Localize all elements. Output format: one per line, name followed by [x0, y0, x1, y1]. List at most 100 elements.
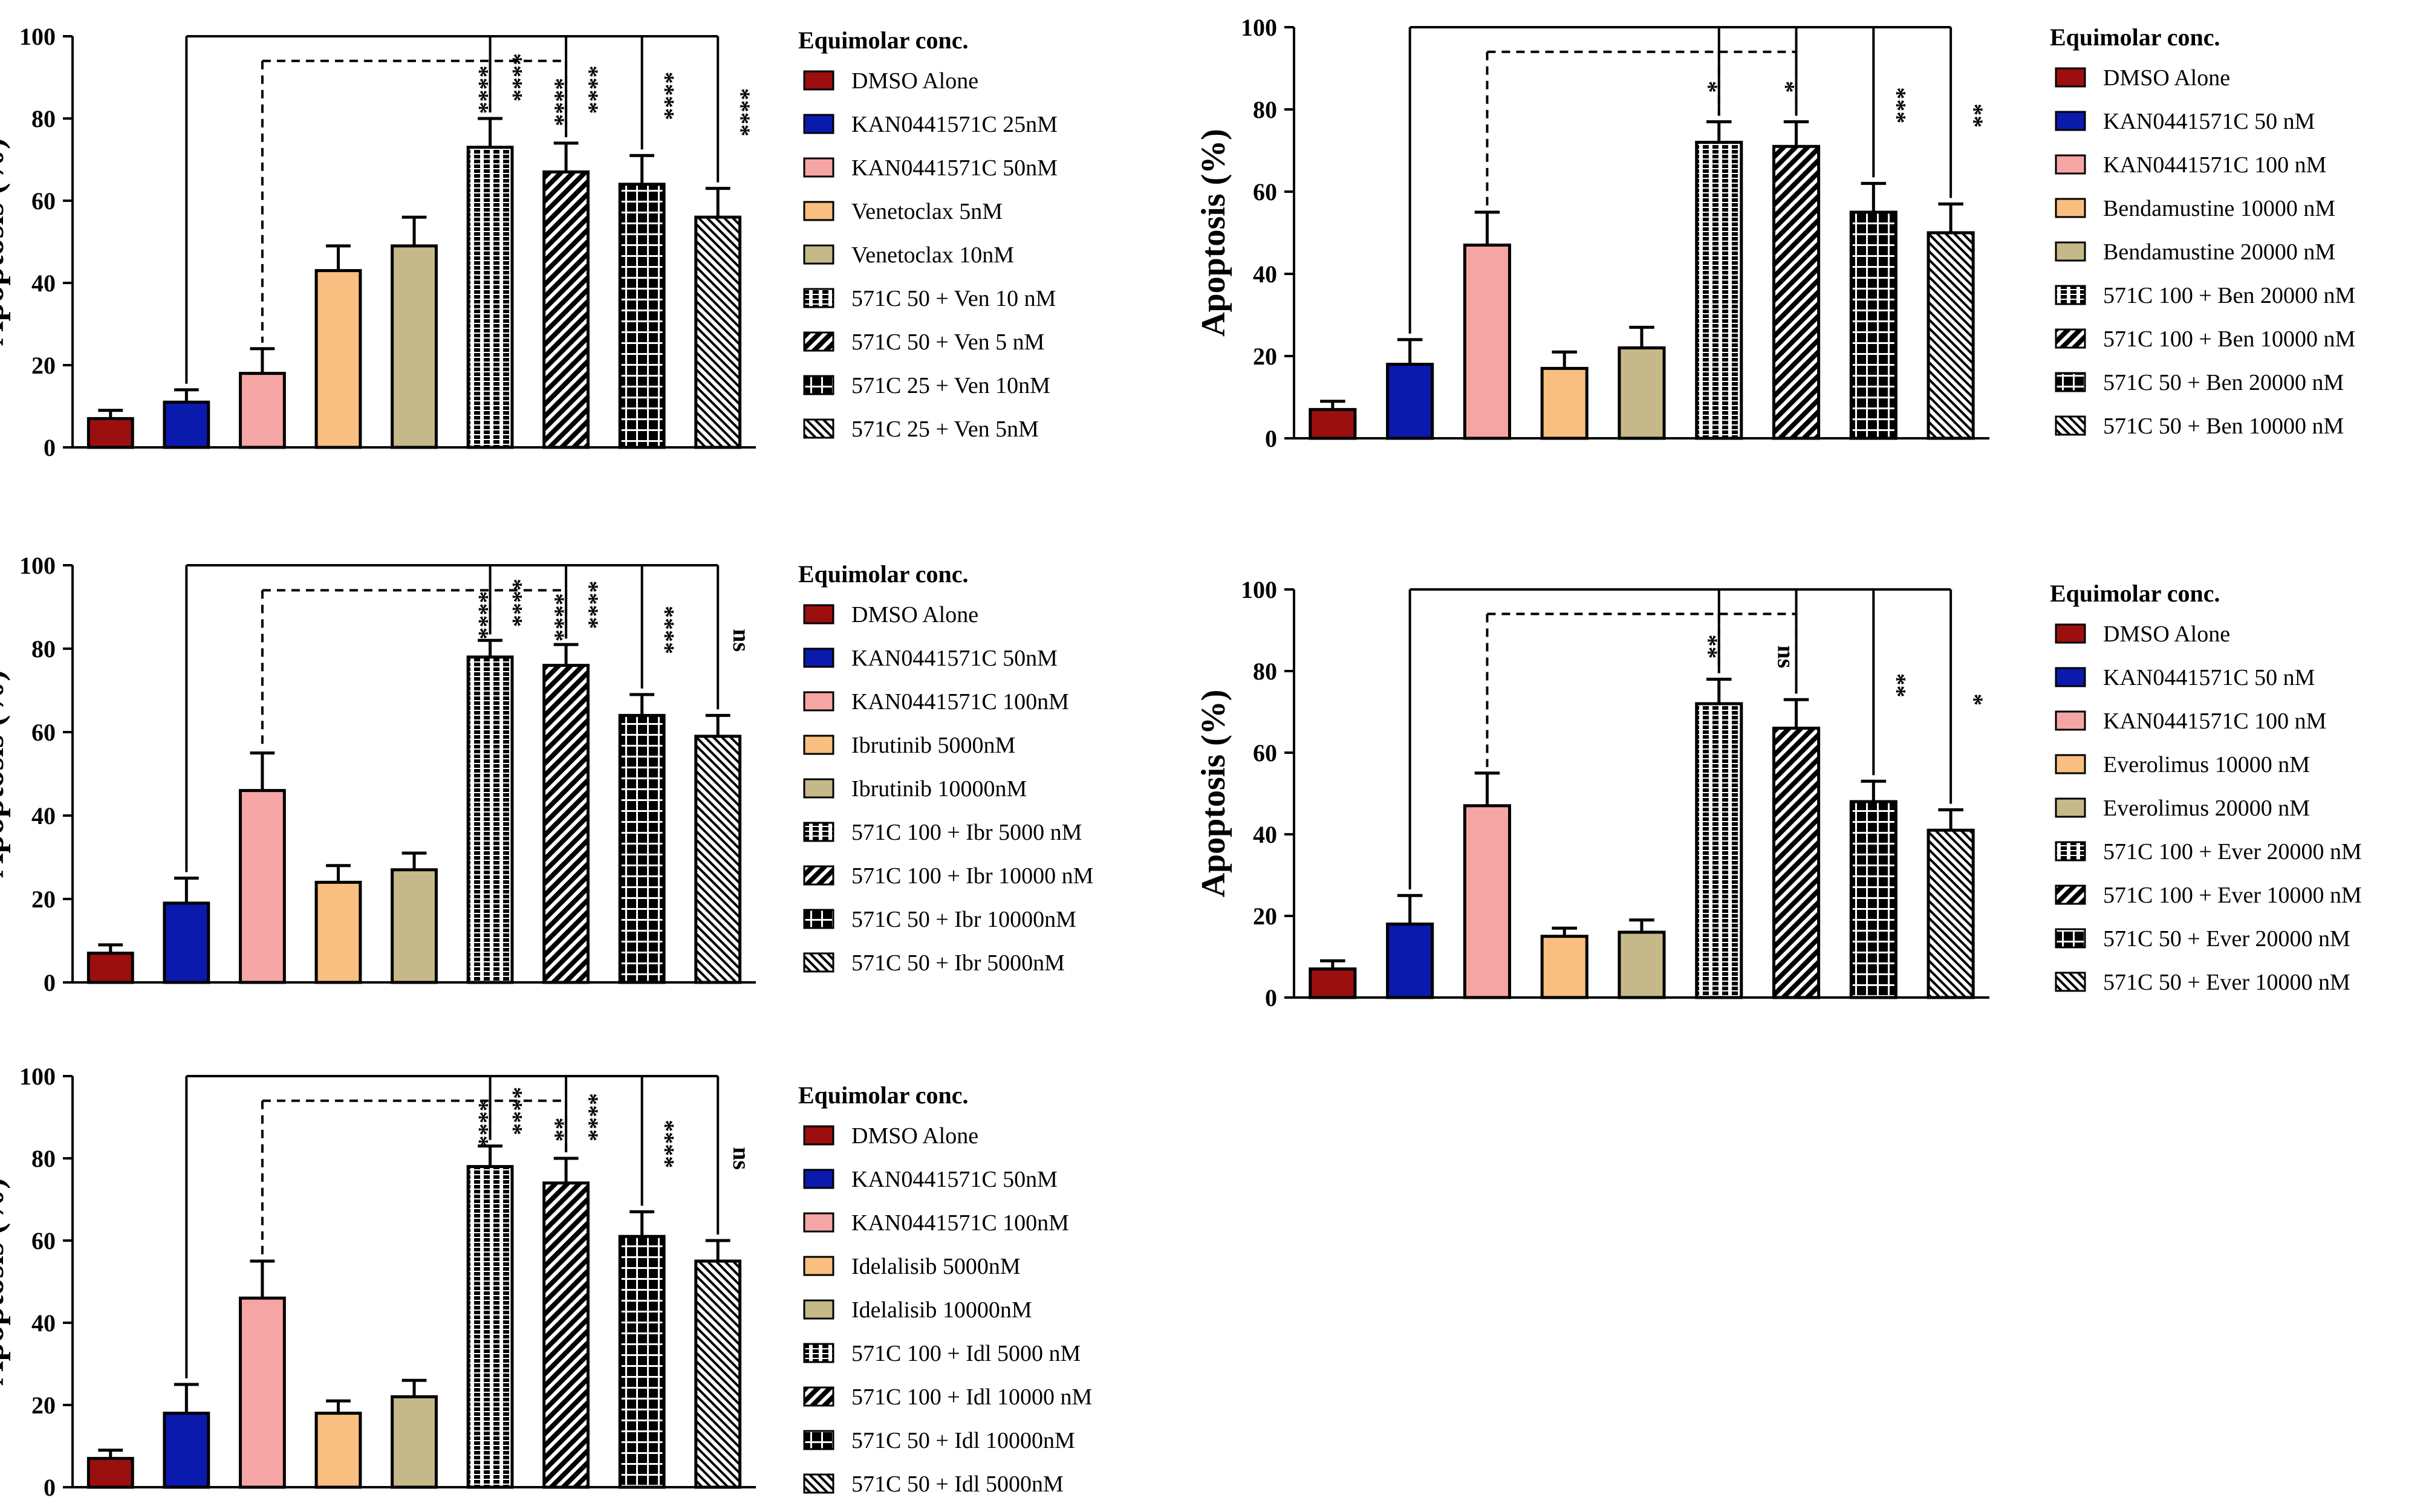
bar-4	[314, 269, 362, 449]
bar-7	[542, 1181, 590, 1489]
bar-1	[1309, 967, 1357, 999]
y-tick-label: 40	[1253, 261, 1277, 288]
legend-swatch	[803, 201, 834, 221]
legend-label: KAN0441571C 50nM	[851, 155, 1058, 181]
bar-4	[314, 1412, 362, 1489]
bar-8	[618, 183, 666, 449]
legend-title: Equimolar conc.	[2050, 24, 2220, 51]
legend-swatch	[2055, 623, 2086, 644]
y-tick-label: 20	[1253, 903, 1277, 930]
legend-label: DMSO Alone	[851, 68, 978, 94]
bar-2	[1386, 923, 1434, 999]
legend-swatch	[2055, 415, 2086, 436]
bar-7	[542, 664, 590, 984]
significance-label: ****	[728, 88, 755, 137]
legend-label: 571C 100 + Ibr 10000 nM	[851, 863, 1093, 889]
y-tick-label: 0	[44, 1474, 56, 1501]
y-tick-label: 60	[31, 719, 56, 746]
legend-label: 571C 100 + Ibr 5000 nM	[851, 820, 1082, 845]
legend-label: 571C 50 + Idl 5000nM	[851, 1471, 1064, 1497]
y-axis-label: Apoptosis (%)	[1195, 690, 1232, 898]
legend-label: 571C 25 + Ven 10nM	[851, 373, 1050, 398]
bar-6	[466, 655, 514, 984]
legend-swatch	[803, 114, 834, 134]
legend-title: Equimolar conc.	[798, 1082, 969, 1109]
bar-1	[86, 952, 134, 984]
y-axis-label: Apoptosis (%)	[0, 1178, 11, 1386]
y-tick-label: 60	[31, 1227, 56, 1254]
legend-swatch	[803, 1169, 834, 1189]
significance-label: *	[1773, 81, 1800, 93]
legend-label: 571C 50 + Ven 5 nM	[851, 329, 1044, 355]
y-tick-label: 40	[31, 270, 56, 297]
legend-swatch	[2055, 198, 2086, 218]
y-axis-label: Apoptosis (%)	[0, 138, 11, 346]
legend-label: 571C 50 + Idl 10000nM	[851, 1428, 1075, 1453]
y-axis-label: Apoptosis (%)	[1195, 129, 1232, 337]
y-tick-label: 20	[31, 886, 56, 913]
legend-label: 571C 100 + Ben 20000 nM	[2103, 283, 2355, 308]
significance-label: ns	[1773, 645, 1800, 668]
significance-label: ****	[467, 65, 494, 114]
legend-swatch	[2055, 841, 2086, 861]
legend-swatch	[803, 647, 834, 668]
significance-label: *	[1696, 81, 1723, 93]
significance-label: ****	[652, 72, 680, 120]
y-tick-label: 40	[1253, 821, 1277, 848]
significance-label: ****	[501, 1087, 528, 1135]
legend-label: 571C 50 + Ben 10000 nM	[2103, 414, 2344, 439]
significance-label: ns	[728, 1147, 755, 1170]
panel-idelalisib: 0 20 40 60 80 100 Apoptosis (%) **** **** **** ns *…	[0, 1063, 1092, 1501]
bar-6	[466, 146, 514, 449]
bar-8	[618, 713, 666, 984]
significance-label: ****	[501, 579, 528, 627]
bar-7	[1772, 144, 1821, 440]
bar-3	[1463, 243, 1512, 440]
legend-label: Bendamustine 20000 nM	[2103, 239, 2335, 265]
legend-swatch	[2055, 285, 2086, 305]
legend-swatch	[803, 1212, 834, 1233]
y-tick-label: 0	[1265, 425, 1277, 452]
bar-5	[391, 1395, 438, 1489]
legend-label: Idelalisib 5000nM	[851, 1254, 1021, 1279]
legend-swatch	[2055, 372, 2086, 392]
legend-label: DMSO Alone	[2103, 65, 2230, 91]
y-axis-label: Apoptosis (%)	[0, 670, 11, 878]
legend-title: Equimolar conc.	[2050, 580, 2220, 607]
y-tick-label: 100	[19, 1063, 56, 1090]
significance-label: **	[1884, 673, 1911, 698]
legend-label: KAN0441571C 100nM	[851, 689, 1069, 715]
bar-9	[694, 1259, 742, 1489]
bar-5	[391, 868, 438, 984]
legend-label: Ibrutinib 5000nM	[851, 733, 1015, 758]
y-tick-label: 80	[1253, 658, 1277, 685]
y-tick-label: 20	[31, 1392, 56, 1419]
legend-swatch	[803, 1473, 834, 1494]
y-tick-label: 60	[1253, 739, 1277, 767]
bar-6	[466, 1165, 514, 1489]
bar-8	[1849, 210, 1897, 440]
legend-swatch	[803, 331, 834, 352]
bar-5	[391, 244, 438, 449]
legend-label: KAN0441571C 100 nM	[2103, 709, 2326, 734]
significance-label: ****	[576, 65, 603, 114]
bar-2	[163, 901, 210, 984]
y-tick-label: 100	[19, 552, 56, 579]
y-tick-label: 80	[31, 1145, 56, 1172]
y-tick-label: 60	[1253, 178, 1277, 206]
y-tick-label: 20	[31, 352, 56, 379]
bar-3	[238, 372, 286, 449]
y-tick-label: 40	[31, 802, 56, 829]
legend-swatch	[803, 865, 834, 886]
y-tick-label: 100	[1241, 576, 1277, 603]
bar-8	[618, 1235, 666, 1489]
legend-swatch	[803, 1125, 834, 1146]
legend-swatch	[2055, 67, 2086, 88]
legend-swatch	[2055, 972, 2086, 992]
legend-swatch	[803, 418, 834, 439]
legend-swatch	[803, 1256, 834, 1276]
y-tick-label: 0	[44, 969, 56, 996]
